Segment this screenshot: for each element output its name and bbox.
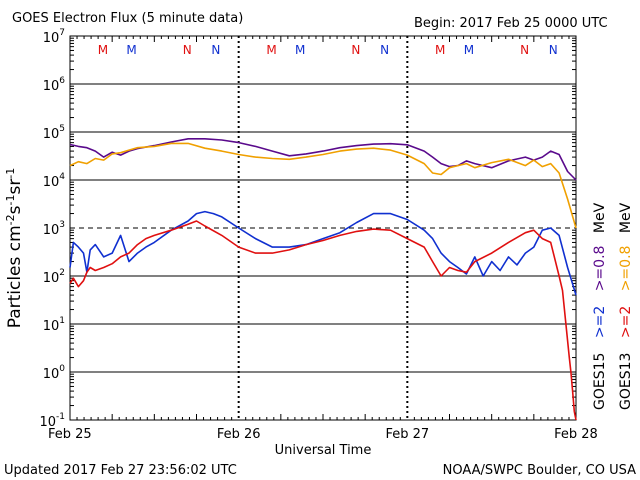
marker-n: N: [380, 43, 389, 57]
legend-goes13-2mev: >=2: [618, 306, 634, 338]
y-tick-label: 101: [43, 316, 65, 334]
x-axis-label: Universal Time: [275, 443, 372, 458]
chart-title: GOES Electron Flux (5 minute data): [12, 11, 243, 26]
marker-n: N: [520, 43, 529, 57]
legend-goes15-sat: GOES15: [592, 353, 608, 410]
marker-m: M: [266, 43, 276, 57]
y-tick-label: 107: [43, 28, 65, 46]
y-tick-label: 103: [43, 220, 65, 238]
legend-goes13: GOES13 >=2 >=0.8 MeV: [618, 202, 634, 410]
marker-m: M: [435, 43, 445, 57]
updated-timestamp: Updated 2017 Feb 27 23:56:02 UTC: [4, 463, 237, 478]
series-goes13-2mev: [69, 220, 577, 421]
svg-text:GOES13 >=2 >=0: GOES13 >=2 >=0.8 MeV: [618, 202, 634, 410]
series-goes15-2mev: [69, 210, 577, 296]
y-tick-label: 100: [43, 364, 66, 382]
legend-goes15-2mev: >=2: [592, 306, 608, 338]
marker-m: M: [464, 43, 474, 57]
y-tick-label: 102: [43, 268, 65, 286]
marker-m: M: [98, 43, 108, 57]
svg-text:GOES15 >=2 >=0: GOES15 >=2 >=0.8 MeV: [592, 202, 608, 410]
legend-goes13-08mev: >=0.8: [618, 246, 634, 292]
legend-goes15: GOES15 >=2 >=0.8 MeV: [592, 202, 608, 410]
y-axis: 10-1 100 101 102 103 104 105 106 107: [39, 28, 576, 430]
y-axis-label: Particles cm-2s-1sr-1: [4, 168, 25, 329]
svg-text:Particles cm-2s-1sr-1: Particles cm-2s-1sr-1: [4, 168, 25, 329]
begin-time: Begin: 2017 Feb 25 0000 UTC: [414, 16, 608, 31]
x-tick-label: Feb 25: [48, 427, 92, 442]
credit-text: NOAA/SWPC Boulder, CO USA: [443, 463, 636, 478]
x-tick-label: Feb 27: [385, 427, 429, 442]
x-axis: Feb 25 Feb 26 Feb 27 Feb 28: [48, 36, 598, 442]
gridlines: [70, 36, 576, 420]
y-tick-label: 105: [43, 124, 65, 142]
legend-goes15-08mev: >=0.8: [592, 246, 608, 292]
y-tick-label: 10-1: [39, 412, 65, 430]
x-tick-label: Feb 26: [217, 427, 261, 442]
marker-n: N: [351, 43, 360, 57]
marker-n: N: [549, 43, 558, 57]
x-tick-label: Feb 28: [554, 427, 598, 442]
legend: GOES15 >=2 >=0.8 MeV GOES13 >=2 >=0.8 Me…: [592, 202, 634, 410]
y-tick-label: 106: [43, 76, 66, 94]
legend-goes15-unit: MeV: [592, 202, 608, 233]
legend-goes13-unit: MeV: [618, 202, 634, 233]
marker-n: N: [211, 43, 220, 57]
data-series: [69, 138, 577, 421]
y-tick-label: 104: [43, 172, 66, 190]
series-goes13-08mev: [69, 142, 577, 229]
series-goes15-08mev: [69, 138, 577, 181]
legend-goes13-sat: GOES13: [618, 353, 634, 410]
marker-m: M: [126, 43, 136, 57]
marker-m: M: [295, 43, 305, 57]
marker-n: N: [183, 43, 192, 57]
